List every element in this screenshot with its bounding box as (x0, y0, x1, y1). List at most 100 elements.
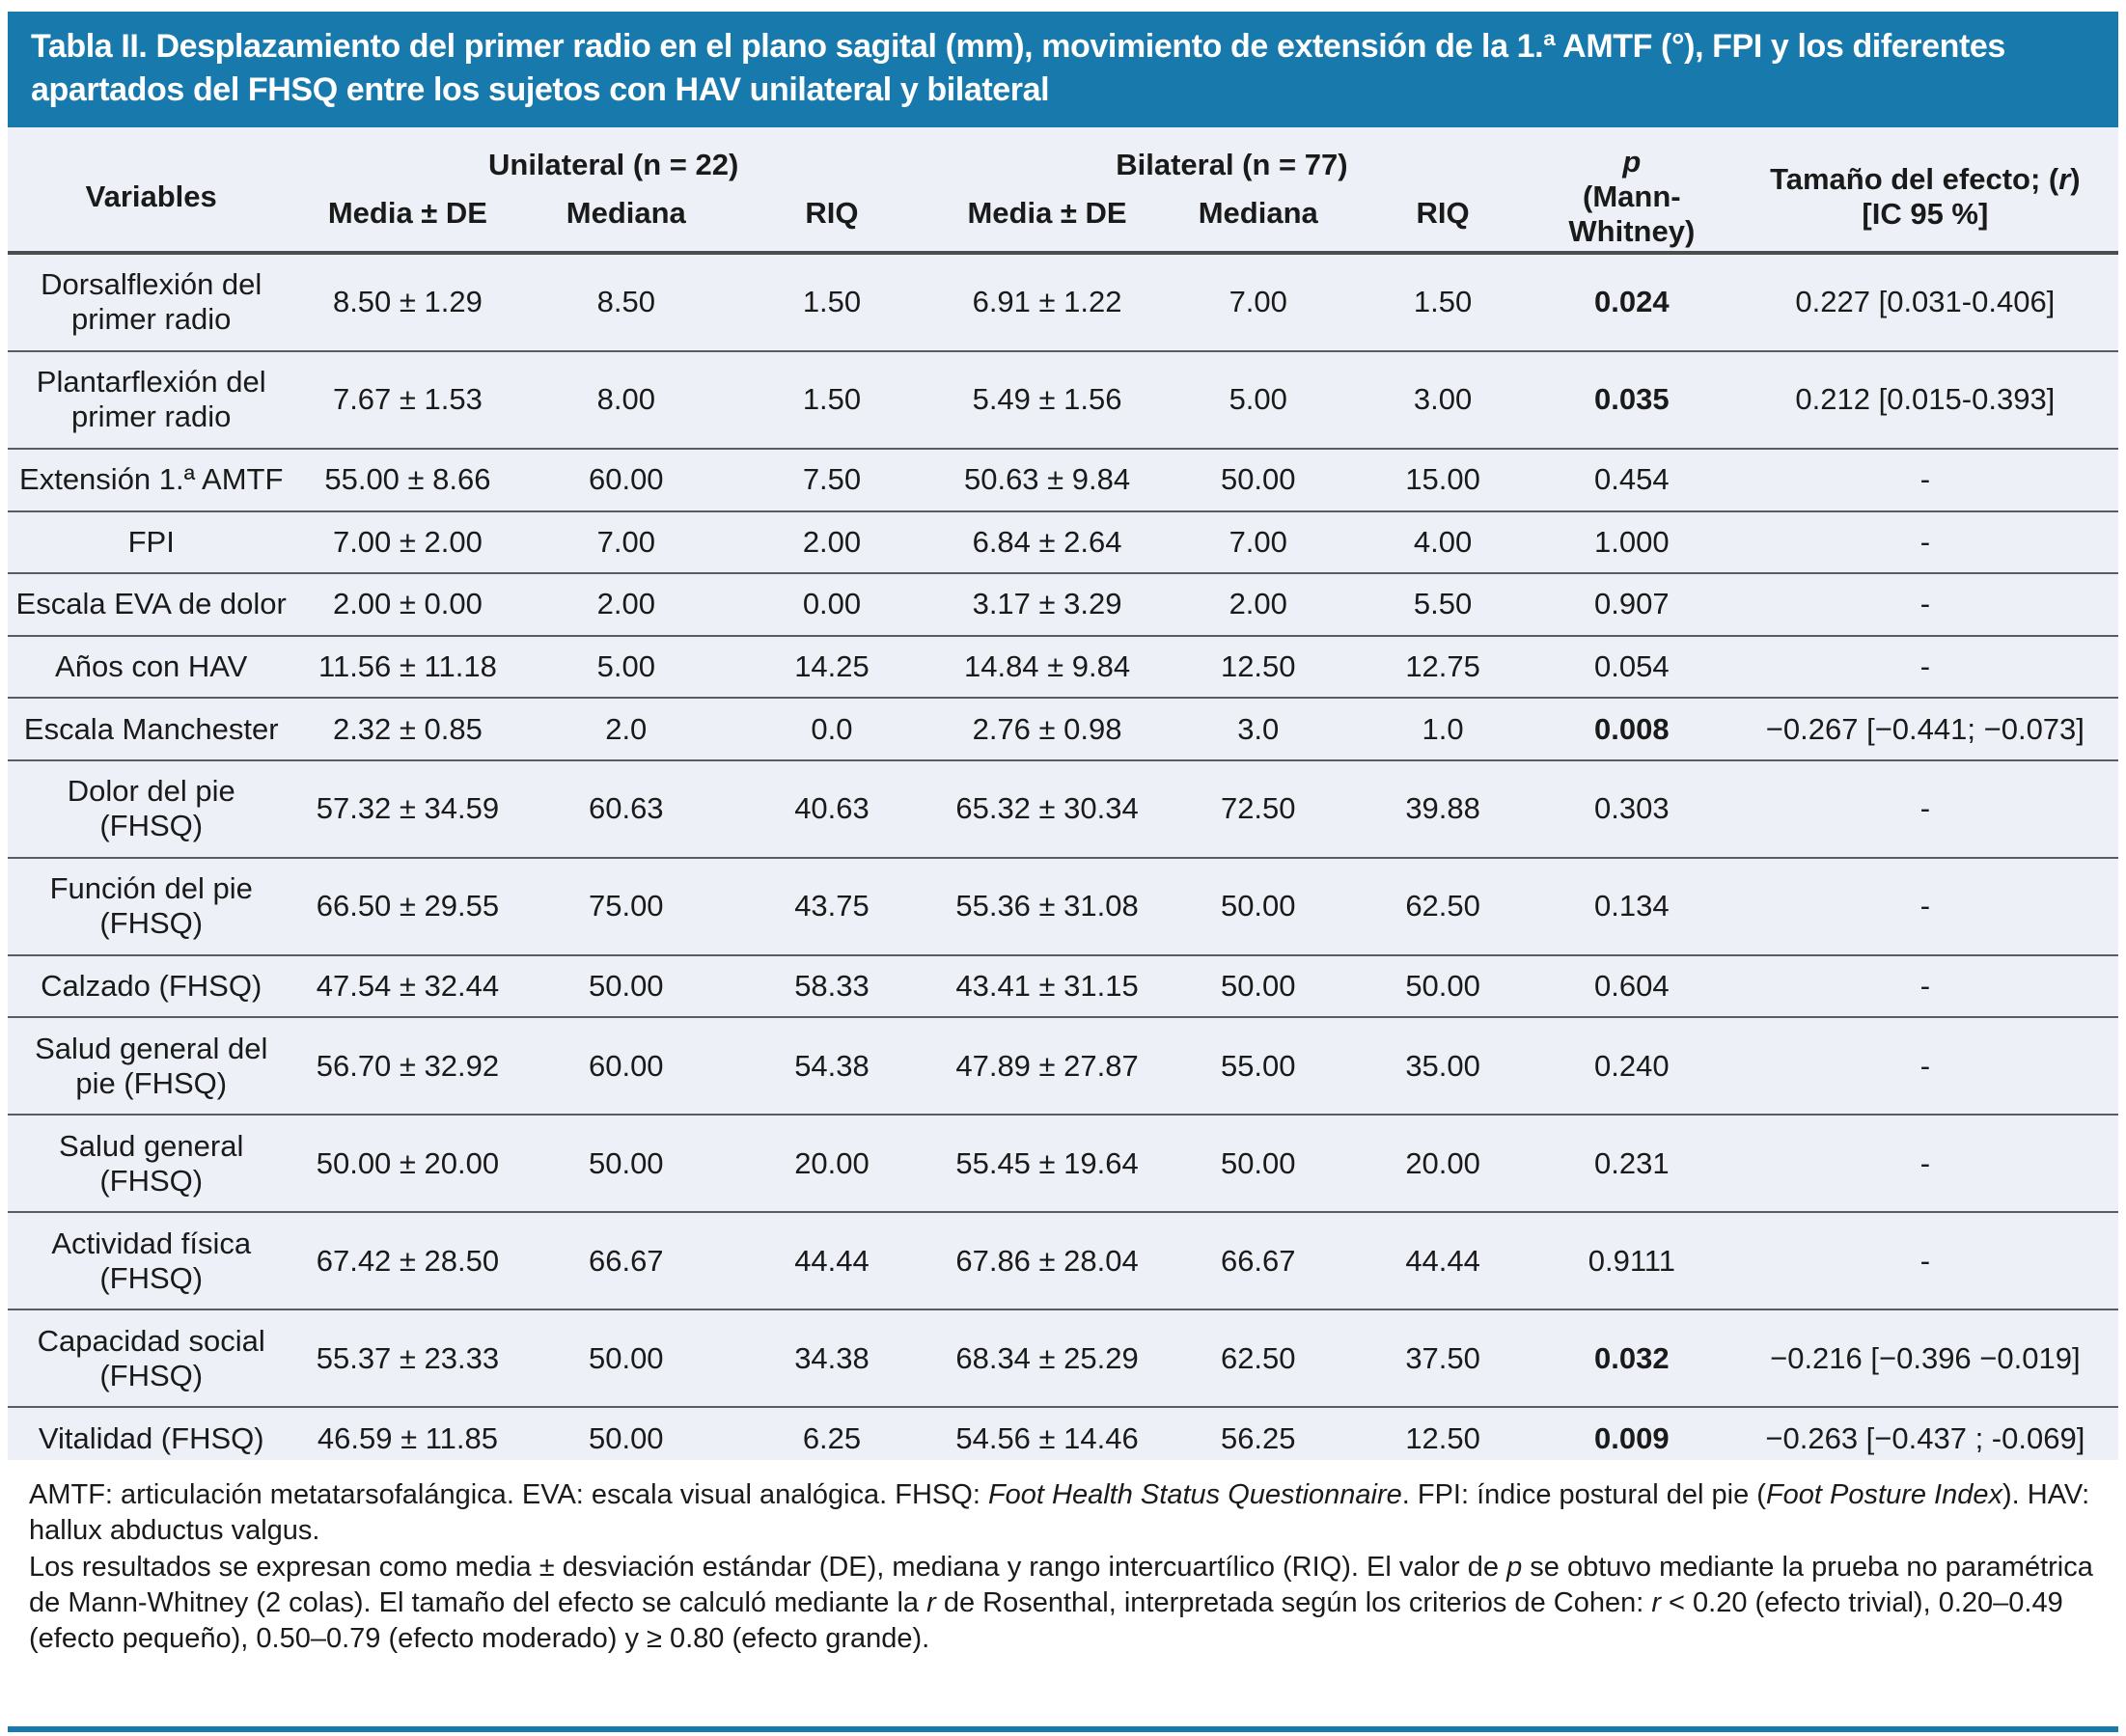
table-title: Tabla II. Desplazamiento del primer radi… (31, 28, 2005, 108)
cell-p: 0.032 (1594, 1340, 1670, 1375)
bottom-rule (8, 1726, 2118, 1732)
cell-u-riq: 20.00 (794, 1145, 870, 1180)
cell-effect: 0.227 [0.031-0.406] (1795, 285, 2056, 319)
table-row: Escala EVA de dolor 2.00 ± 0.00 2.00 0.00 3.… (8, 573, 2118, 636)
cell-effect: - (1919, 462, 1931, 497)
cell-u-riq: 14.25 (794, 649, 870, 684)
cell-b-media: 6.91 ± 1.22 (972, 285, 1122, 319)
cell-b-media: 2.76 ± 0.98 (972, 711, 1122, 746)
cell-u-riq: 1.50 (802, 285, 862, 319)
table-row: Actividad física (FHSQ) 67.42 ± 28.50 66.6… (8, 1212, 2118, 1310)
row-variable-label: Calzado (FHSQ) (41, 969, 262, 1004)
cell-u-riq: 2.00 (802, 524, 862, 559)
cell-u-mediana: 8.50 (596, 285, 655, 319)
header-group-row: Variables Unilateral (n = 22) Bilateral … (8, 127, 2118, 248)
table-row: Escala Manchester 2.32 ± 0.85 2.0 0.0 2.76 ±… (8, 698, 2118, 760)
cell-u-riq: 44.44 (794, 1243, 870, 1278)
cell-effect: - (1919, 889, 1931, 923)
cell-b-media: 68.34 ± 25.29 (955, 1340, 1139, 1375)
sub-header-media-unilateral: Media ± DE (327, 195, 487, 230)
sub-header-mediana-bilateral: Mediana (1198, 195, 1318, 230)
cell-effect: - (1919, 587, 1931, 621)
table-row: Dorsalflexión del primer radio 8.50 ± 1.2… (8, 253, 2118, 351)
cell-b-mediana: 72.50 (1220, 791, 1296, 826)
cell-u-media: 2.32 ± 0.85 (332, 711, 483, 746)
cell-effect: - (1919, 791, 1931, 826)
cell-effect: - (1919, 969, 1931, 1004)
cell-b-mediana: 50.00 (1220, 462, 1296, 497)
cell-b-riq: 37.50 (1405, 1340, 1480, 1375)
table-row: Extensión 1.ª AMTF 55.00 ± 8.66 60.00 7.50 5… (8, 449, 2118, 511)
cell-u-mediana: 50.00 (588, 1420, 664, 1455)
cell-u-media: 56.70 ± 32.92 (316, 1048, 500, 1083)
cell-u-riq: 54.38 (794, 1048, 870, 1083)
cell-b-mediana: 7.00 (1229, 524, 1287, 559)
row-variable-label: Capacidad social (FHSQ) (37, 1323, 265, 1392)
cell-p: 0.9111 (1588, 1243, 1675, 1278)
cell-p: 0.024 (1594, 285, 1670, 319)
cell-b-media: 43.41 ± 31.15 (955, 969, 1139, 1004)
cell-b-media: 5.49 ± 1.56 (972, 382, 1122, 417)
cell-b-media: 47.89 ± 27.87 (955, 1048, 1139, 1083)
cell-p: 0.454 (1594, 462, 1670, 497)
table-row: Años con HAV 11.56 ± 11.18 5.00 14.25 14.84 … (8, 636, 2118, 699)
cell-u-media: 67.42 ± 28.50 (316, 1243, 500, 1278)
cell-u-riq: 43.75 (794, 889, 870, 923)
row-variable-label: Dolor del pie (FHSQ) (67, 774, 235, 843)
cell-b-media: 14.84 ± 9.84 (963, 649, 1131, 684)
cell-effect: - (1919, 1048, 1931, 1083)
col-header-effect-size: Tamaño del efecto; (r) [IC 95 %] (1732, 127, 2118, 253)
cell-u-riq: 7.50 (802, 462, 862, 497)
cell-b-media: 54.56 ± 14.46 (955, 1420, 1139, 1455)
cell-u-media: 11.56 ± 11.18 (318, 649, 497, 684)
row-variable-label: Años con HAV (55, 649, 248, 684)
table-row: FPI 7.00 ± 2.00 7.00 2.00 6.84 ± 2.64 7.00 4.0… (8, 511, 2118, 574)
effect-size-line2: [IC 95 %] (1862, 197, 1989, 231)
cell-u-riq: 34.38 (794, 1340, 870, 1375)
cell-b-riq: 20.00 (1405, 1145, 1480, 1180)
cell-effect: −0.267 [−0.441; −0.073] (1765, 711, 2085, 746)
cell-b-riq: 39.88 (1405, 791, 1480, 826)
cell-b-media: 65.32 ± 30.34 (955, 791, 1139, 826)
cell-effect: - (1919, 1243, 1931, 1278)
cell-u-media: 55.37 ± 23.33 (316, 1340, 500, 1375)
cell-b-mediana: 50.00 (1220, 969, 1296, 1004)
cell-b-media: 67.86 ± 28.04 (955, 1243, 1139, 1278)
cell-b-mediana: 7.00 (1229, 285, 1287, 319)
cell-p: 0.134 (1594, 889, 1670, 923)
cell-u-riq: 40.63 (794, 791, 870, 826)
table-row: Función del pie (FHSQ) 66.50 ± 29.55 75.00… (8, 858, 2118, 955)
cell-b-riq: 12.75 (1405, 649, 1480, 684)
sub-header-media-bilateral: Media ± DE (967, 195, 1127, 230)
cell-b-media: 55.45 ± 19.64 (955, 1145, 1139, 1180)
cell-u-riq: 0.00 (802, 587, 862, 621)
cell-p: 0.303 (1594, 791, 1670, 826)
row-variable-label: Salud general del pie (FHSQ) (35, 1031, 268, 1100)
table-header: Variables Unilateral (n = 22) Bilateral … (8, 127, 2118, 253)
table-row: Salud general del pie (FHSQ) 56.70 ± 32.9… (8, 1017, 2118, 1116)
cell-b-riq: 1.50 (1413, 285, 1473, 319)
cell-u-riq: 0.0 (811, 711, 853, 746)
cell-u-media: 7.67 ± 1.53 (332, 382, 483, 417)
cell-effect: - (1919, 1145, 1931, 1180)
cell-p: 0.907 (1594, 587, 1670, 621)
footnote-abbreviations: AMTF: articulación metatarsofalángica. E… (29, 1479, 2090, 1546)
table-row: Plantarflexión del primer radio 7.67 ± 1.… (8, 351, 2118, 449)
cell-u-mediana: 5.00 (596, 649, 655, 684)
cell-u-mediana: 2.0 (605, 711, 648, 746)
cell-u-media: 50.00 ± 20.00 (316, 1145, 500, 1180)
cell-effect: - (1919, 649, 1931, 684)
cell-b-mediana: 56.25 (1220, 1420, 1296, 1455)
p-symbol: p (1622, 145, 1642, 179)
cell-u-riq: 1.50 (802, 382, 862, 417)
cell-p: 0.009 (1594, 1420, 1670, 1455)
cell-u-riq: 58.33 (794, 969, 870, 1004)
cell-u-media: 57.32 ± 34.59 (316, 791, 500, 826)
table-footnotes: AMTF: articulación metatarsofalángica. E… (8, 1460, 2118, 1658)
cell-b-riq: 50.00 (1405, 969, 1480, 1004)
cell-u-mediana: 60.00 (588, 1048, 664, 1083)
cell-p: 0.035 (1594, 382, 1670, 417)
table-row: Salud general (FHSQ) 50.00 ± 20.00 50.00 20… (8, 1115, 2118, 1213)
cell-b-mediana: 3.0 (1237, 711, 1280, 746)
